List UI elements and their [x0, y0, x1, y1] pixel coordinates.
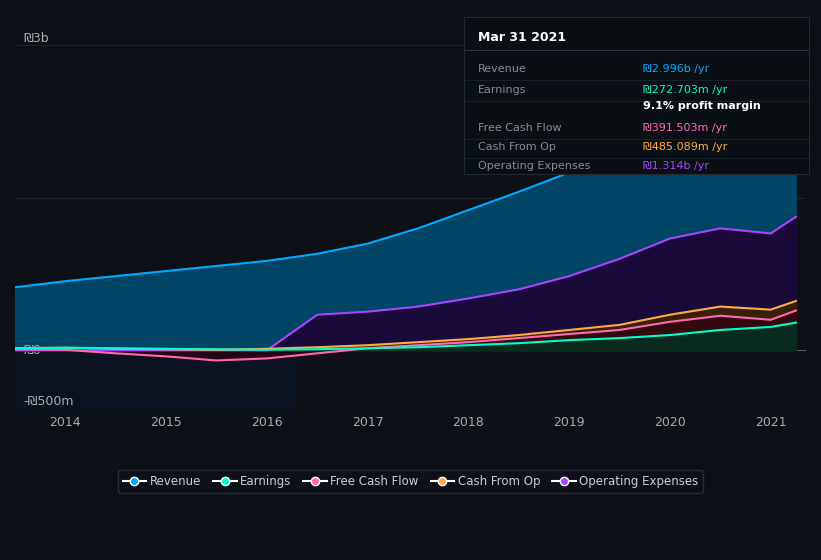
Text: Revenue: Revenue [478, 63, 526, 73]
Text: Cash From Op: Cash From Op [478, 142, 556, 152]
Text: ₪0: ₪0 [23, 344, 41, 357]
Legend: Revenue, Earnings, Free Cash Flow, Cash From Op, Operating Expenses: Revenue, Earnings, Free Cash Flow, Cash … [118, 470, 703, 492]
Text: ₪2.996b /yr: ₪2.996b /yr [643, 63, 709, 73]
Text: Mar 31 2021: Mar 31 2021 [478, 31, 566, 44]
Text: ₪391.503m /yr: ₪391.503m /yr [643, 123, 727, 133]
Text: Earnings: Earnings [478, 86, 526, 96]
Text: ₪1.314b /yr: ₪1.314b /yr [643, 161, 709, 171]
Text: -₪500m: -₪500m [23, 395, 73, 408]
Text: 9.1% profit margin: 9.1% profit margin [643, 101, 761, 111]
Text: ₪485.089m /yr: ₪485.089m /yr [643, 142, 727, 152]
Bar [15, 310, 297, 411]
Text: ₪3b: ₪3b [23, 32, 48, 45]
Text: Free Cash Flow: Free Cash Flow [478, 123, 562, 133]
Text: ₪272.703m /yr: ₪272.703m /yr [643, 86, 727, 96]
Text: Operating Expenses: Operating Expenses [478, 161, 590, 171]
